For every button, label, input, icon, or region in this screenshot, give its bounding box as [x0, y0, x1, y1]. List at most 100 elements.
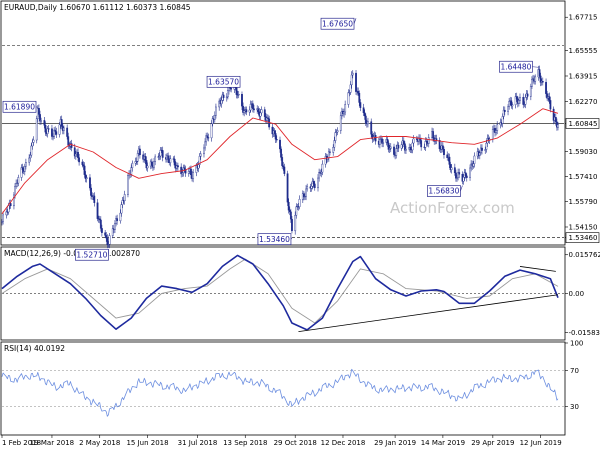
price-candle: [456, 177, 458, 179]
price-candle: [230, 88, 233, 90]
price-candle: [121, 199, 124, 205]
price-candle: [14, 185, 16, 196]
price-candle: [157, 156, 160, 158]
price-candle: [257, 108, 260, 112]
price-candle: [1, 221, 3, 223]
price-candle: [145, 160, 148, 169]
price-candle: [226, 90, 229, 98]
price-candle: [177, 165, 179, 168]
price-candle: [9, 203, 12, 207]
price-candle: [259, 112, 262, 117]
price-candle: [446, 154, 449, 159]
macd-y-axis: 0.015762 0.00 -0.015834: [565, 251, 600, 337]
price-candle: [441, 145, 444, 150]
price-candle: [275, 139, 278, 141]
price-candle: [249, 104, 252, 111]
price-candle: [324, 156, 327, 165]
price-candle: [538, 69, 541, 77]
price-candle: [548, 96, 551, 101]
price-candle: [130, 167, 133, 175]
price-candle: [70, 143, 73, 148]
annotation-label-0: 1.61890: [4, 103, 35, 112]
price-candle: [60, 119, 63, 127]
price-candle: [153, 161, 155, 168]
price-tick-label-1: 1.65555: [569, 47, 598, 55]
price-candle: [134, 161, 137, 164]
price-candle: [96, 202, 99, 219]
price-candle: [47, 128, 50, 130]
price-candle: [302, 193, 305, 198]
price-candle: [77, 152, 79, 158]
price-candle: [435, 138, 438, 141]
watermark: ActionForex.com: [390, 199, 515, 217]
price-candle: [241, 94, 243, 107]
price-candle: [389, 146, 392, 149]
moving-average-line: [1, 108, 559, 215]
price-candle: [458, 172, 461, 175]
rsi-panel-title: RSI(14) 40.0192: [4, 344, 65, 353]
price-candle: [52, 136, 54, 138]
annotation-box-5: [427, 185, 461, 197]
price-tick-label-3: 1.62270: [569, 98, 598, 106]
price-candle: [358, 92, 361, 103]
price-candle: [424, 140, 427, 148]
price-candle: [291, 218, 293, 232]
price-candle: [514, 96, 517, 105]
price-candle: [349, 84, 352, 93]
price-candle: [427, 137, 430, 144]
price-tick-label-5: 1.59030: [569, 148, 598, 156]
price-panel-title: EURAUD,Daily 1.60670 1.61112 1.60373 1.6…: [4, 3, 191, 12]
annotation-label-5: 1.56830: [428, 187, 459, 196]
price-candle: [501, 116, 504, 124]
price-candle: [237, 94, 240, 96]
price-candle: [362, 107, 365, 114]
price-candle: [242, 105, 244, 113]
price-candle: [220, 100, 223, 105]
price-candle: [295, 206, 298, 216]
price-candle: [541, 81, 544, 83]
rsi-tick-label-1: 70: [570, 367, 579, 375]
price-candle: [415, 138, 418, 140]
price-candle: [2, 214, 4, 222]
price-candle: [443, 149, 445, 156]
price-candle: [17, 177, 20, 184]
price-candle: [85, 177, 88, 179]
price-candle: [306, 186, 309, 190]
price-candle: [405, 148, 407, 151]
price-candle: [211, 118, 214, 124]
price-candle: [496, 124, 499, 131]
price-candle: [286, 173, 289, 203]
price-candle: [387, 142, 390, 150]
price-candle: [31, 142, 34, 147]
price-candle: [274, 133, 277, 140]
rsi-panel: [0, 341, 566, 436]
price-candle: [7, 205, 10, 213]
price-candle: [24, 162, 27, 167]
price-candle: [327, 151, 330, 159]
price-candle: [409, 147, 412, 150]
price-candle: [13, 194, 15, 207]
rsi-line: [1, 368, 559, 417]
price-candle: [400, 144, 403, 149]
price-candle: [187, 170, 190, 174]
price-candle: [30, 145, 33, 156]
price-tick-label-9: 1.53460: [569, 234, 598, 242]
price-candle: [523, 104, 526, 106]
price-candle: [99, 219, 102, 229]
price-candle: [515, 96, 518, 100]
price-candle: [28, 157, 31, 163]
price-candle: [402, 140, 405, 144]
price-candle: [20, 167, 23, 178]
price-candle: [108, 235, 111, 245]
x-tick-label-8: 29 Jan 2019: [374, 439, 416, 447]
price-candle: [235, 87, 238, 95]
price-candle: [359, 102, 362, 108]
price-candle: [280, 148, 282, 158]
price-candle: [370, 121, 373, 135]
x-tick-label-0: 1 Feb 2018: [2, 439, 41, 447]
price-candle: [279, 139, 281, 150]
price-candle: [448, 156, 451, 165]
price-candle: [425, 140, 428, 143]
price-candle: [313, 183, 316, 189]
